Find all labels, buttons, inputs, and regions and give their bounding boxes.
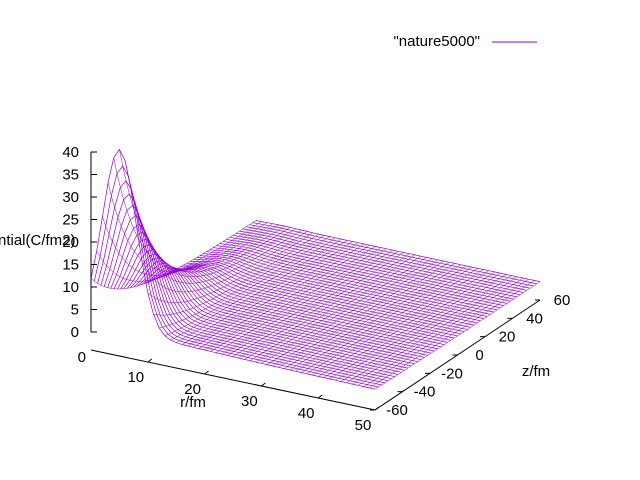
y-tick-label--20: -20 (441, 365, 463, 382)
mesh-line-r-47 (357, 277, 524, 386)
mesh-line-r-18 (193, 242, 359, 348)
mesh-line-r-50 (374, 281, 541, 390)
mesh-line-r-49 (369, 280, 535, 389)
y-tick-label-60: 60 (554, 292, 571, 309)
mesh-line-r-20 (204, 244, 370, 351)
mesh-line-r-21 (210, 246, 376, 352)
y-tick-label-0: 0 (475, 347, 483, 364)
legend-label: "nature5000" (393, 33, 480, 50)
mesh-line-r-13 (164, 236, 330, 336)
y-axis-title: z/fm (522, 363, 550, 380)
mesh-line-z-5 (107, 215, 392, 380)
z-floor-label: 0 (78, 349, 86, 366)
x-tick-20 (204, 370, 209, 375)
z-tick-label-10: 10 (62, 279, 79, 296)
mesh-line-r-29 (255, 255, 421, 363)
x-axis-title: r/fm (180, 394, 206, 411)
mesh-line-r-19 (198, 243, 365, 349)
mesh-line-r-25 (232, 251, 399, 357)
mesh-line-r-3 (107, 182, 274, 272)
mesh-line-r-37 (301, 265, 467, 373)
mesh-line-r-16 (181, 240, 348, 345)
mesh-line-r-14 (170, 237, 336, 341)
mesh-line-r-33 (278, 260, 444, 368)
mesh-line-r-28 (249, 254, 416, 361)
ticks (91, 151, 540, 411)
mesh-line-r-8 (136, 225, 302, 284)
mesh-line-z-50 (255, 220, 541, 282)
z-tick-label-30: 30 (62, 189, 79, 206)
mesh-line-r-15 (176, 238, 342, 343)
z-tick-label-5: 5 (71, 302, 79, 319)
mesh-line-r-27 (244, 253, 410, 360)
z-tick-label-0: 0 (71, 324, 79, 341)
mesh-line-r-22 (215, 247, 382, 353)
mesh-line-r-36 (295, 264, 461, 372)
mesh-line-r-10 (147, 232, 313, 303)
mesh-line-r-39 (312, 268, 478, 376)
z-tick-label-25: 25 (62, 212, 79, 229)
mesh-line-r-11 (153, 233, 319, 316)
x-tick-label-50: 50 (355, 417, 372, 434)
z-tick-label-15: 15 (62, 257, 79, 274)
mesh-line-r-46 (352, 276, 518, 385)
mesh-line-r-26 (238, 252, 404, 359)
y-tick-label-40: 40 (526, 310, 543, 327)
z-axis-title: ntial(C/fm2) (0, 232, 76, 249)
mesh-line-r-5 (119, 149, 285, 271)
z-tick-label-35: 35 (62, 167, 79, 184)
mesh-line-r-12 (159, 235, 325, 329)
x-tick-30 (261, 382, 266, 387)
mesh-line-r-45 (346, 275, 512, 384)
mesh-line-r-6 (124, 160, 291, 273)
mesh-line-z-2 (97, 180, 382, 386)
mesh-line-r-44 (340, 274, 507, 382)
mesh-line-r-7 (130, 188, 296, 277)
mesh-line-r-23 (221, 248, 387, 355)
mesh-line-z-1 (93, 165, 379, 388)
tick-labels: 0 5 10 15 20 25 30 35 40 10 20 30 40 50 -60 -40 -20 0 20 40… (62, 144, 570, 434)
mesh-line-r-9 (141, 231, 308, 293)
mesh-line-r-34 (283, 261, 450, 369)
mesh-line-r-35 (289, 263, 455, 371)
x-tick-label-20: 20 (184, 381, 201, 398)
y-tick-label--60: -60 (386, 402, 408, 419)
x-tick-label-40: 40 (298, 405, 315, 422)
mesh-line-r-0 (90, 220, 257, 290)
y-tick-label-20: 20 (499, 329, 516, 346)
mesh-line-r-1 (96, 221, 262, 282)
mesh-line-r-43 (335, 272, 501, 381)
mesh-line-r-41 (323, 270, 490, 378)
mesh-line-r-40 (318, 269, 484, 377)
mesh-line-r-4 (113, 157, 279, 270)
mesh-line-r-2 (102, 216, 268, 276)
mesh-line-r-17 (187, 241, 353, 347)
x-tick-label-10: 10 (127, 369, 144, 386)
mesh-line-r-32 (272, 259, 438, 367)
mesh-line-r-38 (306, 266, 472, 375)
surface-mesh (90, 148, 541, 390)
mesh-line-r-31 (266, 258, 433, 365)
z-tick-label-40: 40 (62, 144, 79, 161)
mesh-line-r-24 (227, 249, 393, 356)
x-tick-10 (147, 358, 153, 363)
mesh-line-r-30 (261, 257, 427, 364)
mesh-line-r-42 (329, 271, 495, 380)
x-tick-50 (374, 406, 380, 411)
z-tick-label-20: 20 (62, 234, 79, 251)
y-tick-label--40: -40 (414, 384, 436, 401)
x-tick-label-30: 30 (241, 393, 258, 410)
x-axis-line (90, 349, 376, 411)
x-tick-40 (317, 394, 323, 399)
mesh-line-r-48 (363, 278, 529, 387)
